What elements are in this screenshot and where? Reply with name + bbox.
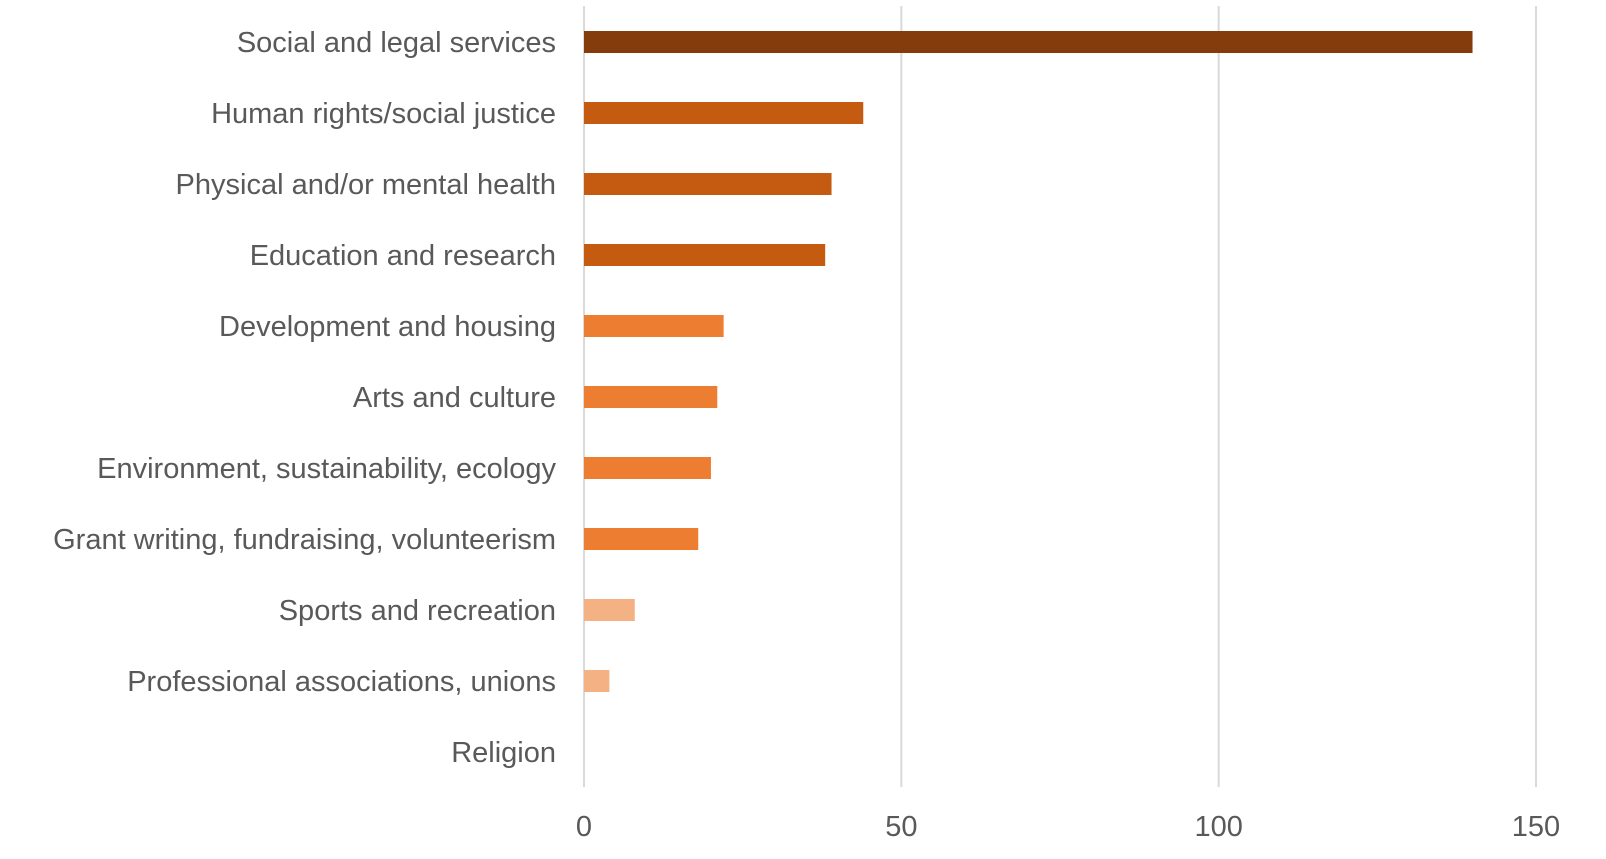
bar-7 [584, 528, 699, 550]
category-label-5: Arts and culture [353, 382, 556, 414]
x-tick-label-100: 100 [1194, 811, 1242, 843]
bars [584, 31, 1473, 692]
bar-6 [584, 457, 711, 479]
bar-9 [584, 670, 610, 692]
category-label-7: Grant writing, fundraising, volunteerism [53, 524, 556, 556]
category-label-1: Human rights/social justice [211, 98, 556, 130]
bar-1 [584, 102, 864, 124]
x-tick-label-0: 0 [576, 811, 592, 843]
bar-4 [584, 315, 724, 337]
bar-0 [584, 31, 1473, 53]
bar-8 [584, 599, 635, 621]
category-label-2: Physical and/or mental health [176, 169, 556, 201]
category-label-8: Sports and recreation [279, 595, 556, 627]
bar-2 [584, 173, 832, 195]
category-label-0: Social and legal services [237, 27, 556, 59]
category-label-10: Religion [451, 737, 556, 769]
category-labels: Social and legal services Human rights/so… [53, 27, 556, 769]
category-label-9: Professional associations, unions [127, 666, 556, 698]
x-tick-label-50: 50 [885, 811, 917, 843]
x-axis-tick-labels: 0 50 100 150 [576, 811, 1560, 843]
category-label-4: Development and housing [219, 311, 556, 343]
category-label-6: Environment, sustainability, ecology [97, 453, 556, 485]
x-tick-label-150: 150 [1512, 811, 1560, 843]
category-label-3: Education and research [250, 240, 556, 272]
bar-5 [584, 386, 718, 408]
bar-3 [584, 244, 826, 266]
